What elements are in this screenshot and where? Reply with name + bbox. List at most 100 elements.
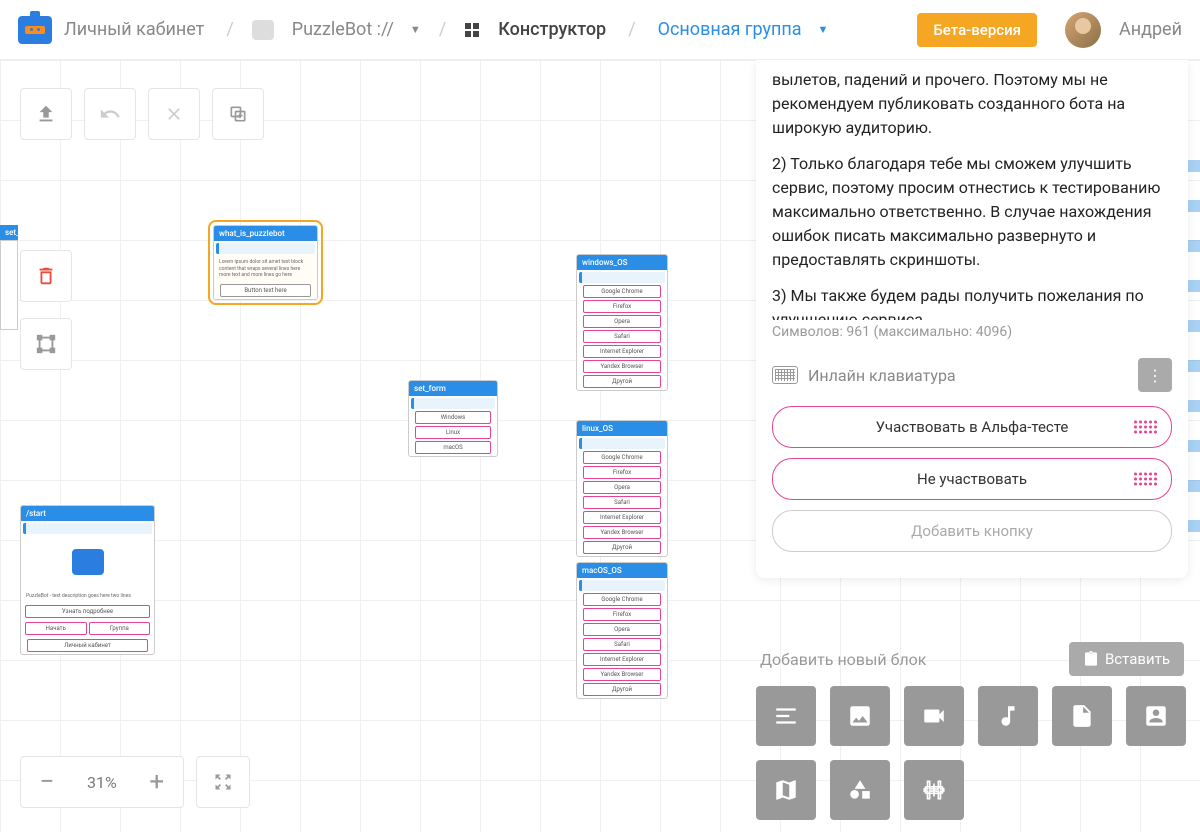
node-header: windows_OS (577, 255, 667, 270)
node-section (216, 243, 315, 254)
block-shapes-icon[interactable] (830, 760, 890, 820)
chevron-down-icon[interactable]: ▼ (410, 23, 421, 36)
node-button[interactable]: Google Chrome (583, 593, 661, 606)
node-image (24, 537, 151, 587)
node-header: what_is_puzzlebot (214, 226, 317, 241)
block-file-icon[interactable] (1052, 686, 1112, 746)
node-button[interactable]: Windows (415, 411, 491, 424)
breadcrumb-group[interactable]: Основная группа (654, 19, 806, 40)
node-button[interactable]: Yandex Browser (583, 526, 661, 539)
node-button[interactable]: Button text here (220, 284, 311, 297)
node-start[interactable]: /start PuzzleBot - text description goes… (20, 505, 155, 655)
header: Личный кабинет / PuzzleBot :// ▼ / Констр… (0, 0, 1200, 60)
node-set-form[interactable]: set_form Windows Linux macOS (408, 380, 498, 457)
avatar[interactable] (1065, 12, 1101, 48)
block-input-icon[interactable] (904, 760, 964, 820)
node-button[interactable]: macOS (415, 441, 491, 454)
node-button[interactable]: Opera (583, 315, 661, 328)
node-body: Lorem ipsum dolor sit amet text block co… (214, 256, 317, 282)
node-section (579, 438, 665, 449)
node-button[interactable]: Opera (583, 481, 661, 494)
node-what-is-puzzlebot[interactable]: what_is_puzzlebot Lorem ipsum dolor sit … (213, 225, 318, 300)
undo-button[interactable] (84, 88, 136, 140)
block-text-icon[interactable] (756, 686, 816, 746)
block-location-icon[interactable] (756, 760, 816, 820)
drag-handle-icon[interactable] (1134, 473, 1157, 486)
node-button[interactable]: Личный кабинет (27, 639, 148, 652)
more-button[interactable]: ⋮ (1138, 358, 1172, 392)
panel-button-decline[interactable]: Не участвовать (772, 458, 1172, 500)
node-button[interactable]: Linux (415, 426, 491, 439)
zoom-value: 31% (73, 773, 131, 792)
keyboard-icon (772, 366, 798, 384)
node-button[interactable]: Firefox (583, 300, 661, 313)
frame-button[interactable] (20, 318, 72, 370)
side-panel: вылетов, падений и прочего. Поэтому мы н… (756, 60, 1188, 578)
node-macos[interactable]: macOS_OS Google Chrome Firefox Opera Saf… (576, 562, 668, 699)
upload-button[interactable] (20, 88, 72, 140)
separator: / (216, 19, 243, 40)
user-name[interactable]: Андрей (1119, 19, 1182, 40)
node-button[interactable]: Google Chrome (583, 285, 661, 298)
zoom-controls: − 31% + (20, 756, 250, 808)
zoom-in-button[interactable]: + (131, 767, 183, 797)
node-button[interactable]: Начать (25, 622, 87, 635)
breadcrumb-constructor[interactable]: Конструктор (494, 19, 610, 40)
fullscreen-button[interactable] (197, 772, 249, 792)
node-button[interactable]: Safari (583, 496, 661, 509)
toolbar-left (20, 250, 72, 370)
char-count: Символов: 961 (максимально: 4096) (772, 320, 1172, 350)
panel-text[interactable]: вылетов, падений и прочего. Поэтому мы н… (772, 60, 1172, 320)
node-section (579, 272, 665, 283)
node-button[interactable]: Internet Explorer (583, 345, 661, 358)
block-audio-icon[interactable] (978, 686, 1038, 746)
node-button[interactable]: Другой (583, 541, 661, 554)
bot-icon (252, 20, 274, 40)
logo-icon[interactable] (18, 16, 52, 44)
node-button[interactable]: Yandex Browser (583, 668, 661, 681)
drag-handle-icon[interactable] (1134, 421, 1157, 434)
grid-icon (464, 22, 480, 38)
node-windows[interactable]: windows_OS Google Chrome Firefox Opera S… (576, 254, 668, 391)
node-button[interactable]: Узнать подробнее (25, 605, 150, 618)
node-button[interactable]: Google Chrome (583, 451, 661, 464)
close-button[interactable] (148, 88, 200, 140)
node-clipped[interactable]: set_p (0, 225, 18, 340)
node-section (579, 580, 665, 591)
node-button[interactable]: Firefox (583, 608, 661, 621)
node-section (23, 523, 152, 534)
toolbar-top (20, 88, 264, 140)
beta-badge[interactable]: Бета-версия (917, 13, 1037, 47)
node-button[interactable]: Safari (583, 330, 661, 343)
node-button[interactable]: Группа (89, 622, 151, 635)
node-button[interactable]: Internet Explorer (583, 511, 661, 524)
block-video-icon[interactable] (904, 686, 964, 746)
canvas[interactable]: set_p what_is_puzzlebot Lorem ipsum dolo… (0, 60, 1200, 832)
copy-button[interactable] (212, 88, 264, 140)
node-button[interactable]: Safari (583, 638, 661, 651)
block-contact-icon[interactable] (1126, 686, 1186, 746)
delete-button[interactable] (20, 250, 72, 302)
block-palette: Добавить новый блок Вставить (756, 632, 1188, 820)
node-button[interactable]: Другой (583, 375, 661, 388)
breadcrumb-bot[interactable]: PuzzleBot :// (288, 19, 398, 40)
paste-button[interactable]: Вставить (1069, 642, 1184, 676)
panel-button-alpha[interactable]: Участвовать в Альфа-тесте (772, 406, 1172, 448)
node-button[interactable]: Internet Explorer (583, 653, 661, 666)
breadcrumb-home[interactable]: Личный кабинет (60, 19, 208, 40)
node-header: macOS_OS (577, 563, 667, 578)
separator: / (429, 19, 456, 40)
node-body: PuzzleBot - text description goes here t… (21, 590, 154, 603)
block-image-icon[interactable] (830, 686, 890, 746)
node-button[interactable]: Opera (583, 623, 661, 636)
palette-title: Добавить новый блок (760, 650, 1069, 669)
node-button[interactable]: Firefox (583, 466, 661, 479)
node-header: set_form (409, 381, 497, 396)
node-linux[interactable]: linux_OS Google Chrome Firefox Opera Saf… (576, 420, 668, 557)
chevron-down-icon[interactable]: ▼ (818, 23, 829, 36)
node-button[interactable]: Другой (583, 683, 661, 696)
zoom-out-button[interactable]: − (21, 767, 73, 797)
add-button-button[interactable]: Добавить кнопку (772, 510, 1172, 552)
separator: / (618, 19, 645, 40)
node-button[interactable]: Yandex Browser (583, 360, 661, 373)
